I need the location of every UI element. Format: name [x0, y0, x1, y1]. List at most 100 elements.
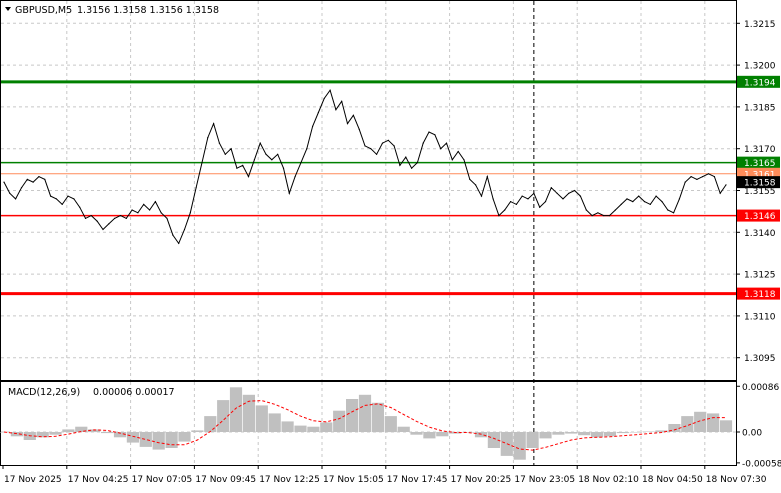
price-point — [44, 178, 46, 180]
price-point — [317, 111, 319, 114]
price-point — [358, 128, 360, 130]
macd-y-tick-label: 0.00 — [742, 429, 762, 439]
x-tick-label: 17 Nov 07:05 — [132, 475, 193, 485]
price-point — [585, 209, 587, 211]
price-point — [550, 187, 552, 189]
macd-histogram-bar — [281, 421, 294, 432]
macd-histogram-bar — [62, 429, 75, 433]
price-point — [440, 148, 442, 150]
price-point — [271, 159, 273, 161]
chart-header[interactable]: GBPUSD,M5 1.3156 1.3158 1.3156 1.3158 — [5, 5, 219, 16]
y-tick-label: 1.3110 — [744, 312, 776, 322]
macd-title: MACD(12,26,9) — [8, 387, 80, 398]
price-point — [96, 220, 98, 222]
price-point — [119, 215, 122, 217]
price-point — [475, 184, 477, 186]
price-point — [236, 167, 238, 169]
macd-histogram-bar — [49, 432, 62, 435]
macd-histogram-bar — [113, 432, 127, 438]
price-point — [387, 139, 389, 141]
macd-histogram-bar — [229, 387, 243, 432]
price-point — [428, 131, 430, 133]
macd-histogram-bar — [590, 432, 604, 438]
price-point — [527, 198, 529, 200]
current-price-label: 1.3158 — [744, 179, 776, 189]
price-point — [154, 201, 156, 203]
price-point — [504, 209, 506, 211]
x-tick-label: 18 Nov 04:50 — [642, 475, 703, 485]
macd-histogram-bar — [307, 426, 320, 432]
price-point — [143, 203, 145, 205]
price-point — [626, 198, 628, 200]
price-point — [638, 195, 640, 197]
price-point — [61, 203, 63, 205]
price-level-label: 1.3118 — [744, 290, 776, 300]
price-point — [603, 215, 605, 217]
price-point — [498, 215, 500, 217]
price-point — [253, 159, 255, 161]
price-point — [568, 192, 570, 194]
price-point — [352, 114, 354, 116]
price-point — [684, 181, 686, 183]
macd-histogram-bar — [255, 405, 268, 432]
macd-series — [0, 387, 733, 460]
price-point — [451, 159, 453, 161]
price-point — [713, 176, 716, 178]
macd-histogram-bar — [578, 432, 591, 436]
price-series — [3, 89, 727, 245]
price-point — [707, 173, 710, 175]
price-point — [643, 201, 646, 203]
price-point — [445, 142, 448, 144]
price-point — [341, 100, 343, 102]
price-point — [3, 181, 5, 183]
macd-histogram-bar — [629, 432, 642, 433]
price-point — [102, 228, 104, 231]
price-point — [620, 203, 622, 205]
macd-histogram-bar — [75, 426, 88, 432]
macd-histogram-bar — [462, 432, 475, 433]
price-point — [67, 195, 69, 197]
price-point — [486, 176, 488, 178]
x-tick-label: 17 Nov 23:05 — [514, 475, 575, 485]
price-level-label: 1.3194 — [744, 78, 776, 88]
price-point — [166, 217, 168, 219]
price-point — [160, 212, 162, 214]
macd-histogram-bar — [178, 432, 191, 442]
price-point — [108, 223, 110, 225]
price-point — [201, 162, 203, 164]
price-point — [539, 206, 541, 208]
price-point — [690, 176, 692, 178]
price-point — [364, 145, 366, 147]
price-point — [137, 212, 139, 214]
price-point — [288, 192, 290, 194]
price-point — [597, 212, 599, 214]
price-point — [346, 123, 349, 125]
price-level-label-bg — [737, 75, 780, 88]
price-level-label-bg — [737, 209, 780, 222]
macd-histogram-bar — [88, 429, 101, 433]
price-point — [125, 217, 127, 219]
price-level-label-bg — [737, 156, 780, 169]
macd-values: 0.00006 0.00017 — [93, 387, 175, 398]
price-point — [393, 145, 395, 147]
triangle-down-icon[interactable] — [5, 7, 11, 11]
price-point — [50, 195, 52, 197]
price-level-label: 1.3161 — [744, 170, 776, 180]
price-point — [411, 167, 413, 169]
price-point — [207, 137, 209, 139]
price-point — [515, 203, 518, 205]
price-point — [376, 153, 378, 155]
price-point — [661, 201, 663, 203]
price-point — [725, 184, 727, 186]
price-point — [26, 178, 28, 180]
price-point — [673, 212, 675, 214]
price-level-label-bg — [737, 287, 780, 300]
price-point — [149, 209, 151, 211]
macd-histogram-bar — [204, 416, 217, 433]
macd-histogram-bar — [423, 432, 436, 439]
price-point — [224, 153, 226, 155]
price-point — [422, 142, 424, 144]
